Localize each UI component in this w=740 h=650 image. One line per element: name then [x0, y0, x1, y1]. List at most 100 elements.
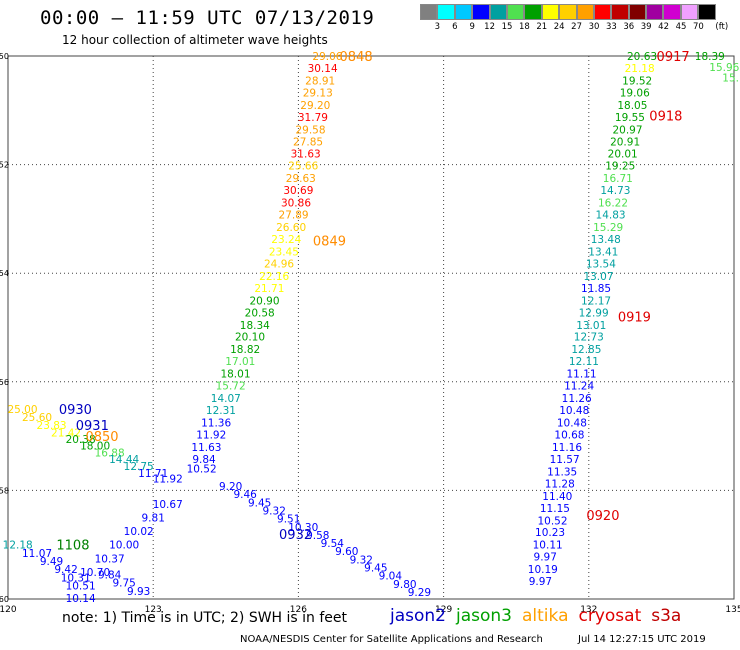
swh-value: 10.11 — [533, 540, 563, 552]
swh-value: 12.17 — [581, 295, 611, 307]
swh-value: 22.16 — [259, 271, 289, 283]
swh-value: 12.75 — [124, 461, 154, 473]
legend-tick: 45 — [675, 22, 687, 32]
swh-value: 17.01 — [225, 356, 255, 368]
swh-value: 15.72 — [216, 381, 246, 393]
swh-value: 10.51 — [66, 580, 96, 592]
swh-value: 23.24 — [271, 234, 301, 246]
swh-value: 29.06 — [312, 51, 342, 63]
swh-value: 11.40 — [542, 491, 572, 503]
lat-tick-label: -54 — [0, 269, 9, 278]
swh-value: 20.91 — [610, 136, 640, 148]
swh-value: 10.02 — [124, 526, 154, 538]
swh-value: 11.35 — [547, 466, 577, 478]
swh-value: 9.97 — [529, 576, 552, 588]
swh-value: 20.58 — [245, 307, 275, 319]
swh-value: 13.07 — [583, 271, 613, 283]
swh-value: 12.99 — [579, 307, 609, 319]
lon-tick-label: 135 — [725, 605, 740, 615]
swh-value: 9.49 — [40, 556, 63, 568]
swh-value: 31.63 — [291, 149, 321, 161]
lat-tick-label: -56 — [0, 378, 9, 387]
legend-tick: 15 — [501, 22, 513, 32]
swh-value: 20.10 — [235, 332, 265, 344]
swh-value: 9.32 — [350, 554, 373, 566]
swh-value: 23.83 — [37, 420, 67, 432]
swh-value: 10.70 — [80, 567, 110, 579]
satellite-jason2: jason2 — [390, 606, 446, 626]
swh-value: 9.32 — [263, 505, 286, 517]
swh-value: 23.45 — [269, 246, 299, 258]
swh-value: 28.91 — [305, 75, 335, 87]
legend-tick: 33 — [605, 22, 617, 32]
lon-tick-label: 120 — [0, 605, 17, 615]
swh-value: 12.18 — [3, 540, 33, 552]
legend-swatch — [454, 4, 473, 20]
legend-swatch — [611, 4, 629, 20]
legend-swatch — [437, 4, 455, 20]
swh-value: 10.48 — [559, 405, 589, 417]
swh-value: 19.06 — [620, 87, 650, 99]
swh-value: 10.00 — [109, 540, 139, 552]
swh-value: 10.14 — [66, 593, 96, 605]
legend-tick: 27 — [571, 22, 583, 32]
legend-swatch — [663, 4, 681, 20]
lon-tick-label: 132 — [580, 605, 597, 615]
swh-value: 19.52 — [622, 75, 652, 87]
satellite-s3a: s3a — [651, 606, 682, 626]
swh-value: 11.15 — [540, 503, 570, 515]
swh-value: 11.92 — [196, 429, 226, 441]
swh-value: 30.86 — [281, 198, 311, 210]
pass-time-label: 0917 — [657, 50, 690, 65]
swh-value: 18.00 — [80, 440, 110, 452]
footnote: note: 1) Time is in UTC; 2) SWH is in fe… — [62, 610, 348, 626]
swh-value: 9.20 — [219, 481, 242, 493]
swh-value: 18.39 — [695, 51, 725, 63]
swh-value: 10.67 — [153, 499, 183, 511]
swh-value: 9.93 — [127, 586, 150, 598]
swh-value: 10.31 — [61, 572, 91, 584]
swh-value: 30.69 — [283, 185, 313, 197]
swh-value: 10.23 — [535, 527, 565, 539]
swh-value: 25.66 — [288, 161, 318, 173]
legend-swatch — [698, 4, 716, 20]
satellite-jason3: jason3 — [456, 606, 512, 626]
swh-value: 11.85 — [581, 283, 611, 295]
wave-height-values: 29.0630.1428.9129.1329.2031.7929.5827.85… — [3, 51, 740, 605]
swh-value: 9.46 — [233, 489, 257, 501]
swh-value: 18.34 — [240, 320, 270, 332]
lat-tick-label: -52 — [0, 161, 9, 170]
axis-labels: 120 123 126 129 132 135 -50 -52 -54 -56 -58 -60 — [0, 52, 740, 615]
pass-time-label: 0849 — [313, 235, 346, 250]
swh-value: 9.81 — [142, 513, 165, 525]
legend-tick: 21 — [536, 22, 548, 32]
map-frame — [7, 55, 735, 600]
pass-time-label: 1108 — [56, 539, 89, 554]
swh-value: 18.82 — [230, 344, 260, 356]
legend-tick: 9 — [469, 22, 475, 32]
swh-value: 9.54 — [321, 538, 345, 550]
satellite-legend: jason2 jason3 altika cryosat s3a — [390, 606, 691, 626]
pass-time-label: 0920 — [586, 509, 619, 524]
swh-value: 11.71 — [138, 468, 168, 480]
legend-tick: 30 — [588, 22, 600, 32]
legend-tick: 18 — [518, 22, 530, 32]
lon-tick-label: 129 — [435, 605, 452, 615]
swh-value: 21.71 — [254, 283, 284, 295]
swh-value: 11.26 — [562, 393, 592, 405]
pass-time-label: 0850 — [85, 430, 118, 445]
swh-value: 10.19 — [528, 564, 558, 576]
swh-value: 10.37 — [95, 553, 125, 565]
swh-value: 10.52 — [537, 515, 567, 527]
swh-value: 12.73 — [574, 332, 604, 344]
legend-tick: 6 — [452, 22, 458, 32]
swh-value: 9.51 — [277, 514, 300, 526]
pass-time-label: 0848 — [340, 50, 373, 65]
swh-value: 14.07 — [211, 393, 241, 405]
swh-value: 26.60 — [276, 222, 306, 234]
swh-value: 9.45 — [364, 563, 387, 575]
swh-value: 9.84 — [192, 454, 216, 466]
swh-value: 11.36 — [201, 418, 231, 430]
swh-value: 18.05 — [617, 100, 647, 112]
swh-value: 12.85 — [571, 344, 601, 356]
